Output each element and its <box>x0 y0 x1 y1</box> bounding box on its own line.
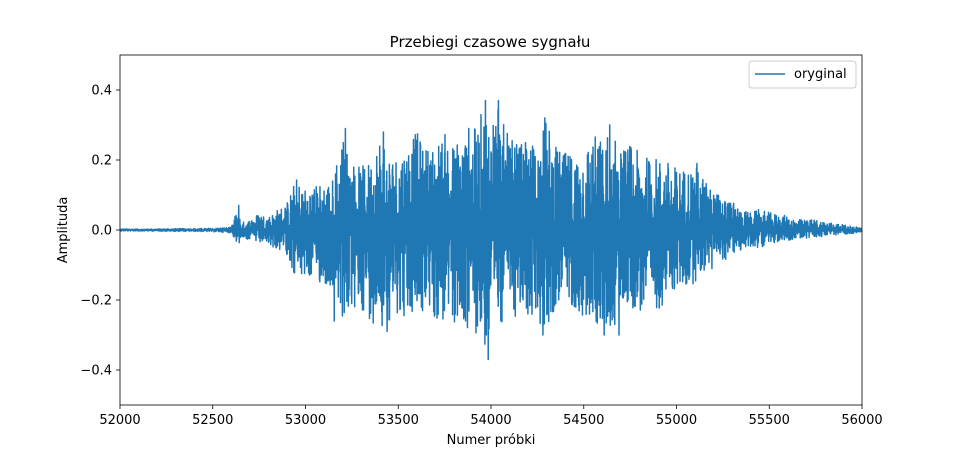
x-tick-label: 56000 <box>841 413 882 428</box>
chart-title: Przebiegi czasowe sygnału <box>390 33 591 51</box>
x-tick-label: 53000 <box>285 413 326 428</box>
y-tick-label: 0.4 <box>91 84 112 99</box>
legend-box <box>748 60 857 89</box>
x-tick-label: 54500 <box>563 413 604 428</box>
y-tick-label: 0.2 <box>91 154 112 169</box>
legend: oryginal <box>748 60 857 89</box>
x-tick-label: 55500 <box>749 413 790 428</box>
legend-label-oryginal: oryginal <box>794 67 847 82</box>
x-tick-label: 52000 <box>99 413 140 428</box>
y-axis: −0.4 −0.2 0.0 0.2 0.4 <box>80 84 120 379</box>
x-tick-label: 55000 <box>656 413 697 428</box>
y-tick-label: −0.4 <box>80 364 112 379</box>
y-tick-label: −0.2 <box>80 294 112 309</box>
series-oryginal <box>120 99 862 361</box>
x-axis: 52000 52500 53000 53500 54000 54500 55000 55500… <box>99 405 883 428</box>
x-tick-label: 54000 <box>470 413 511 428</box>
y-tick-label: 0.0 <box>91 224 112 239</box>
y-axis-label: Amplituda <box>56 197 71 264</box>
x-axis-label: Numer próbki <box>447 433 536 448</box>
x-tick-label: 52500 <box>192 413 233 428</box>
x-tick-label: 53500 <box>378 413 419 428</box>
series-oryginal-line <box>120 99 862 361</box>
